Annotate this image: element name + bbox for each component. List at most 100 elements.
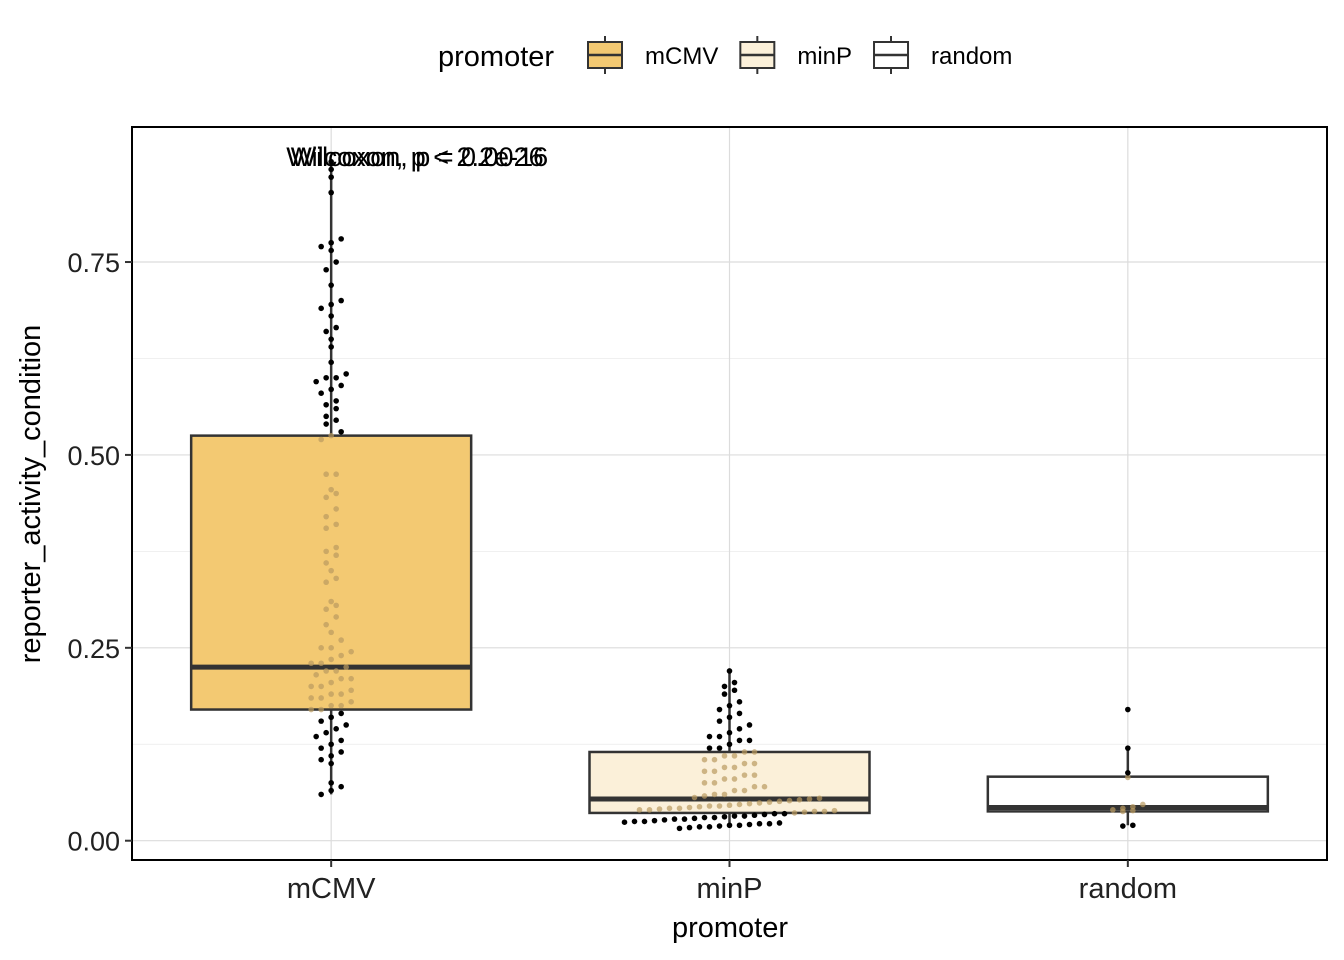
y-axis-title: reporter_activity_condition — [15, 325, 47, 664]
data-point — [621, 819, 628, 825]
data-point — [333, 405, 339, 412]
data-point — [348, 687, 354, 694]
x-axis-title: promoter — [672, 912, 788, 944]
data-point — [676, 825, 683, 832]
data-point — [328, 679, 334, 686]
data-point — [328, 313, 334, 319]
data-point — [741, 787, 748, 794]
data-point — [308, 695, 314, 701]
data-point — [756, 800, 763, 806]
data-point — [706, 733, 713, 740]
data-point — [631, 818, 638, 825]
data-point — [736, 822, 743, 829]
data-point — [721, 764, 728, 771]
data-point — [811, 808, 818, 815]
data-point — [731, 787, 738, 794]
data-point — [711, 791, 718, 798]
data-point — [761, 783, 768, 790]
data-point — [706, 745, 713, 751]
data-point — [741, 772, 748, 778]
annotation-0: Wilcoxon, p < 2.2e-16 — [286, 142, 548, 172]
data-point — [721, 691, 728, 697]
data-point — [323, 729, 329, 736]
data-point — [338, 652, 344, 659]
data-point — [691, 794, 698, 801]
data-point — [776, 820, 783, 826]
data-point — [701, 780, 708, 786]
data-point — [711, 814, 718, 821]
data-point — [711, 768, 718, 775]
data-point — [801, 809, 808, 815]
data-point — [736, 710, 743, 717]
data-point — [333, 471, 339, 478]
legend-entry-minP: minP — [739, 36, 852, 74]
legend-label: mCMV — [645, 43, 718, 70]
data-point — [796, 797, 803, 803]
data-point — [736, 801, 743, 808]
data-point — [746, 722, 753, 728]
data-point — [328, 741, 334, 748]
data-point — [328, 189, 334, 196]
data-point — [731, 813, 738, 819]
data-point — [766, 799, 773, 805]
data-point — [656, 806, 663, 812]
data-point — [751, 812, 758, 819]
data-point — [736, 726, 743, 732]
data-point — [726, 822, 733, 829]
data-point — [751, 772, 758, 778]
data-point — [323, 560, 329, 566]
legend-label: minP — [797, 43, 852, 70]
data-point — [1125, 774, 1131, 781]
data-point — [328, 645, 334, 651]
data-point — [328, 359, 334, 366]
data-point — [343, 664, 349, 670]
data-point — [726, 702, 733, 709]
data-point — [333, 602, 339, 609]
data-point — [328, 158, 334, 165]
y-tick-label: 0.75 — [67, 248, 120, 278]
data-point — [338, 737, 344, 744]
data-point — [333, 544, 339, 551]
data-point — [328, 166, 334, 173]
data-point — [1130, 803, 1136, 810]
data-point — [776, 798, 783, 805]
data-point — [1125, 770, 1131, 776]
data-point — [746, 821, 753, 828]
data-point — [333, 726, 339, 732]
data-point — [328, 239, 334, 246]
data-point — [716, 706, 723, 713]
data-point — [348, 648, 354, 655]
data-point — [646, 807, 653, 813]
data-point — [318, 791, 324, 798]
data-point — [721, 753, 728, 759]
data-point — [676, 805, 683, 812]
data-point — [318, 695, 324, 701]
data-point — [328, 598, 334, 605]
data-point — [766, 820, 773, 827]
data-point — [726, 668, 733, 674]
data-point — [333, 614, 339, 620]
data-point — [318, 718, 324, 724]
data-point — [681, 816, 688, 822]
data-point — [701, 814, 708, 821]
data-point — [318, 683, 324, 690]
data-point — [333, 259, 339, 265]
data-point — [318, 660, 324, 667]
data-point — [711, 756, 718, 763]
data-point — [741, 749, 748, 755]
data-point — [746, 800, 753, 807]
data-point — [1120, 823, 1126, 829]
data-point — [338, 675, 344, 682]
data-point — [338, 637, 344, 643]
data-point — [333, 668, 339, 674]
data-point — [716, 718, 723, 724]
data-point — [323, 525, 329, 532]
annotation-1: Wilcoxon, p = 0.0026 — [291, 142, 544, 172]
legend-title: promoter — [438, 41, 554, 73]
data-point — [328, 753, 334, 759]
data-point — [726, 802, 733, 809]
data-point — [323, 668, 329, 674]
x-tick-label: random — [1079, 873, 1177, 905]
data-point — [791, 810, 798, 816]
